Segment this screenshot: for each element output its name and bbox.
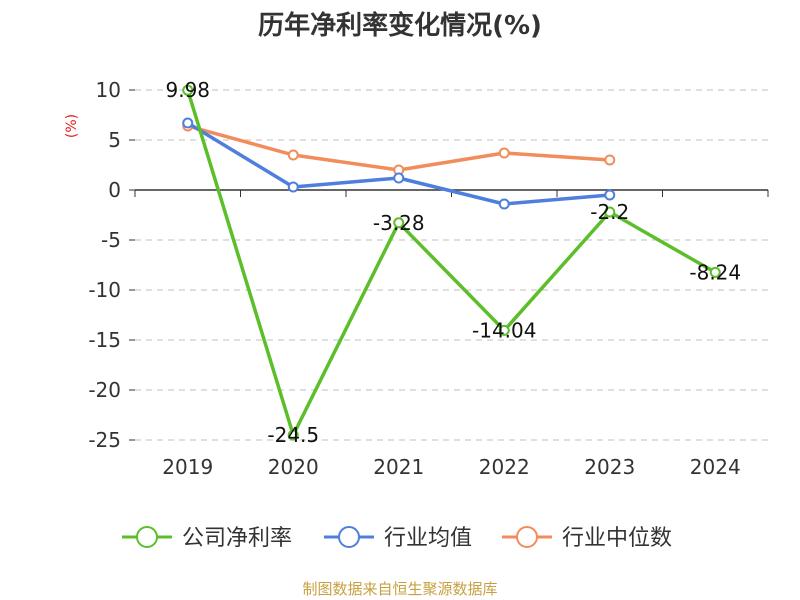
chart-title: 历年净利率变化情况(%) [258,10,542,41]
data-point [604,154,616,166]
gridlines [135,89,768,441]
y-tick-label: 0 [108,178,121,202]
data-point [287,429,299,441]
x-tick-label: 2020 [268,455,319,479]
data-label: -8.24 [689,260,741,284]
legend-item[interactable]: 公司净利率 [122,526,292,551]
data-point [498,198,510,210]
y-tick-label: -25 [88,428,121,452]
x-tick-label: 2021 [373,455,424,479]
y-tick-label: 5 [108,128,121,152]
data-label: -3.28 [373,211,425,235]
data-point [709,266,721,278]
axes: 10 5 0 -5 -10 -15 -20 -25 2019 2020 2021 2022 2023 20… [88,78,769,479]
x-tick-label: 2022 [479,455,530,479]
data-point [393,217,405,229]
legend-label: 行业中位数 [562,526,672,551]
series-line [186,89,717,437]
legend-item[interactable]: 行业中位数 [502,526,672,551]
y-tick-label: 10 [96,78,121,102]
y-tick-label: -10 [88,278,121,302]
x-tick-label: 2023 [584,455,635,479]
y-axis-label: (%) [64,114,80,138]
y-tick-label: -5 [101,228,121,252]
data-point [182,84,194,96]
legend-swatch-marker [516,526,538,548]
legend-swatch-marker [136,526,158,548]
data-label: 9.98 [165,78,210,102]
data-point [287,149,299,161]
series-lines [182,84,721,441]
legend-label: 公司净利率 [182,526,292,551]
data-point [393,172,405,184]
data-label: -2.2 [590,200,629,224]
x-tick-label: 2024 [690,455,741,479]
data-point [498,324,510,336]
legend[interactable]: 公司净利率 行业均值 行业中位数 [122,526,672,551]
data-label: -24.5 [267,423,319,447]
y-tick-label: -15 [88,328,121,352]
data-point [604,206,616,218]
data-point [498,147,510,159]
data-label: -14.04 [472,318,536,342]
legend-swatch-marker [338,526,360,548]
source-footer: 制图数据来自恒生聚源数据库 [302,580,497,598]
data-labels: 9.98 -24.5 -3.28 -14.04 -2.2 -8.24 [165,78,741,447]
data-point [287,181,299,193]
data-point [604,189,616,201]
series-line [186,121,610,206]
legend-item[interactable]: 行业均值 [324,526,472,551]
x-tick-label: 2019 [162,455,213,479]
data-point [182,117,194,129]
legend-label: 行业均值 [384,526,472,551]
y-tick-label: -20 [88,378,121,402]
